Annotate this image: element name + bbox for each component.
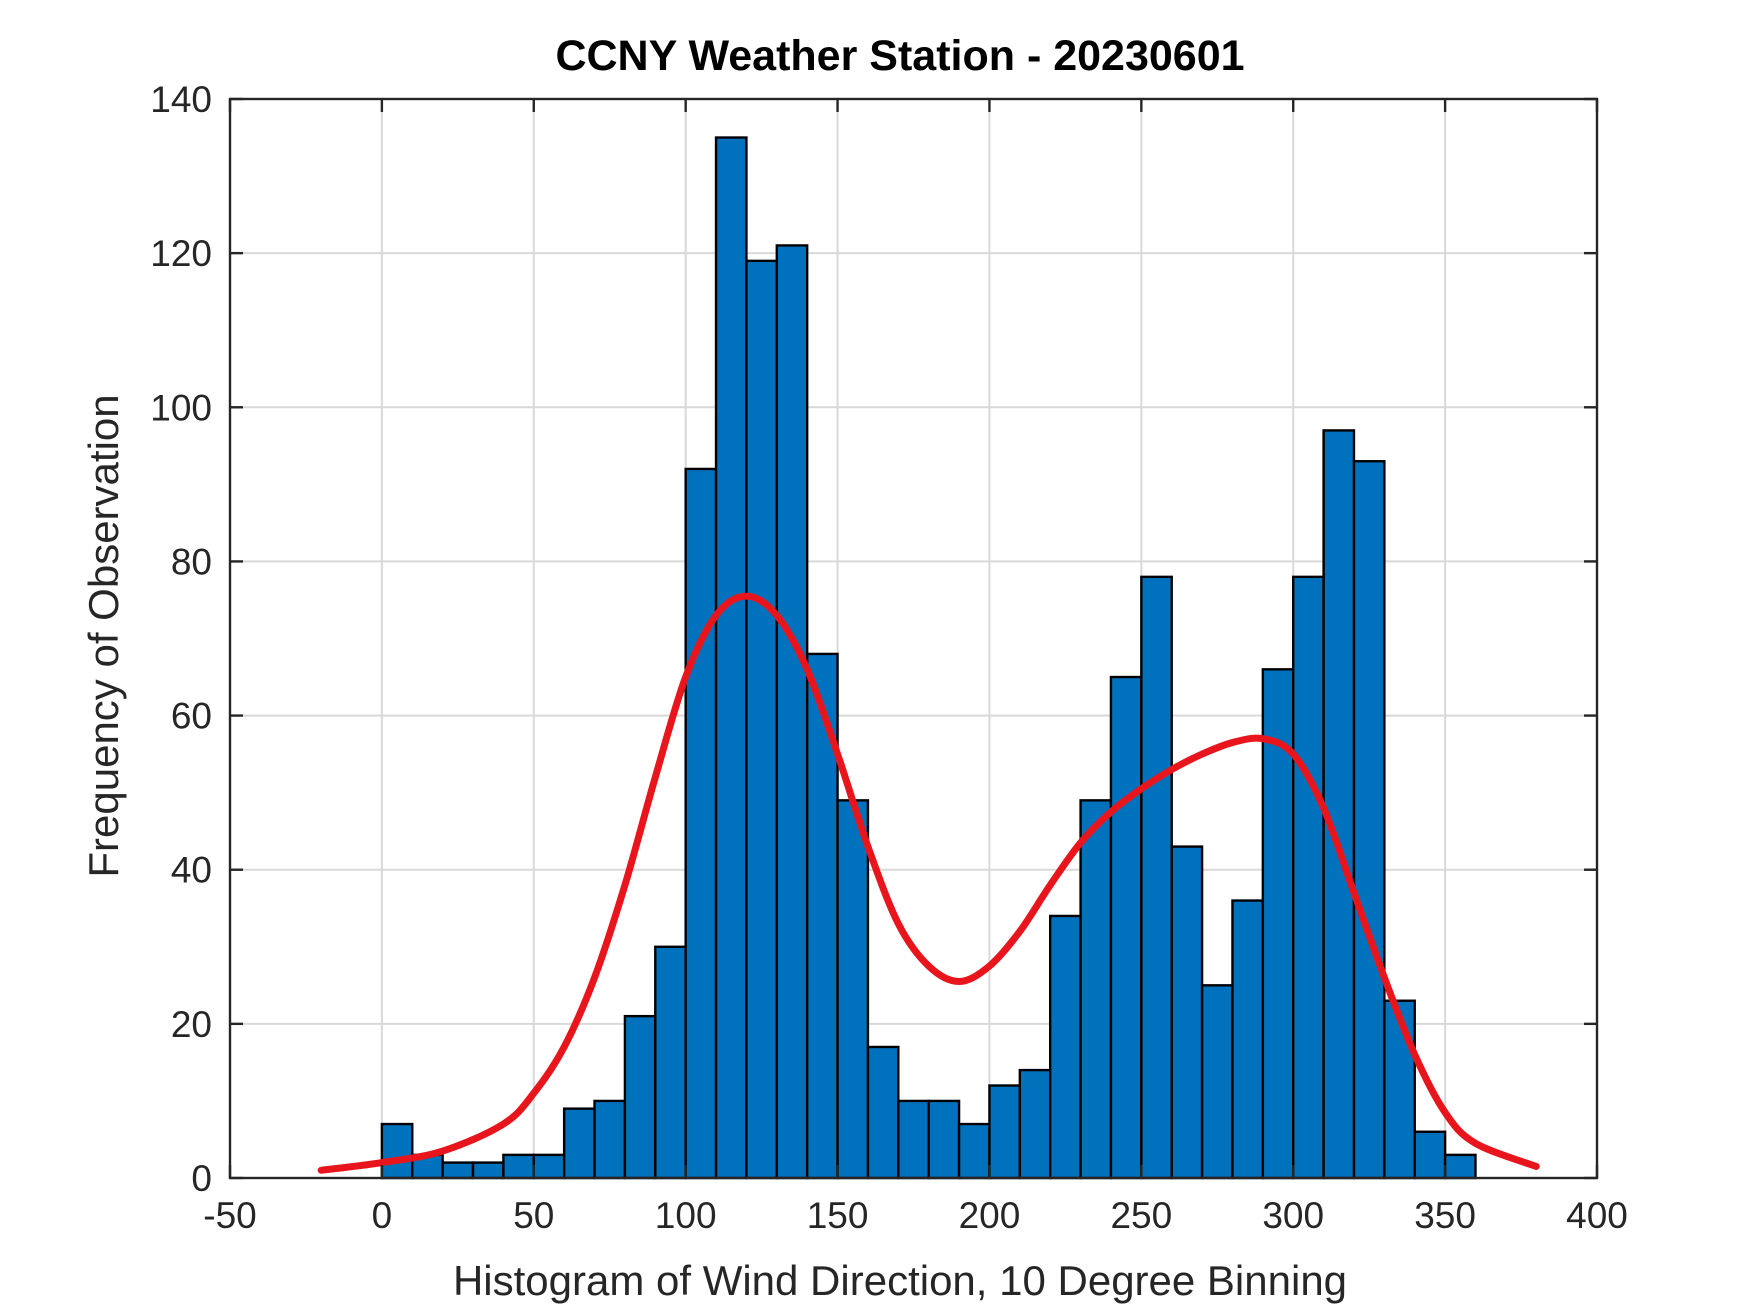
histogram-bar <box>957 1122 991 1180</box>
histogram-bar <box>897 1099 930 1180</box>
fit-curve-group <box>317 592 1540 1174</box>
histogram-bar <box>1231 899 1265 1180</box>
y-tick-label: 80 <box>171 541 212 582</box>
histogram-bar <box>1048 914 1082 1180</box>
histogram-bar <box>684 467 718 1180</box>
histogram-bar <box>714 136 748 1180</box>
histogram-bar <box>927 1099 961 1180</box>
histogram-bar <box>836 799 870 1180</box>
histogram-bar <box>1200 984 1234 1180</box>
y-tick-label: 60 <box>171 696 212 737</box>
histogram-bar <box>1109 675 1143 1180</box>
x-tick-label: -50 <box>203 1195 256 1236</box>
histogram-bar <box>1140 575 1173 1180</box>
fit-curve <box>317 592 1540 1174</box>
histogram-bar <box>623 1014 657 1180</box>
y-tick-label: 40 <box>171 850 212 891</box>
histogram-bar <box>745 259 779 1180</box>
histogram-bar <box>654 945 687 1180</box>
histogram-bar <box>866 1045 900 1180</box>
x-tick-label: 150 <box>807 1195 869 1236</box>
x-tick-label: 400 <box>1566 1195 1628 1236</box>
x-tick-label: 300 <box>1262 1195 1324 1236</box>
histogram-bar <box>1292 575 1325 1180</box>
y-axis-label: Frequency of Observation <box>80 394 127 877</box>
axes-box <box>228 97 1599 1180</box>
x-tick-label: 200 <box>959 1195 1021 1236</box>
y-tick-label: 20 <box>171 1004 212 1045</box>
histogram-bar <box>471 1161 505 1180</box>
histogram-bar <box>441 1161 475 1180</box>
y-tick-label: 120 <box>150 233 212 274</box>
histogram-bar <box>502 1153 535 1180</box>
x-tick-label: 0 <box>372 1195 393 1236</box>
histogram-bar <box>1018 1068 1052 1180</box>
x-tick-label: 350 <box>1414 1195 1476 1236</box>
x-tick-label: 250 <box>1110 1195 1172 1236</box>
histogram-bar <box>1443 1153 1477 1180</box>
histogram-bar <box>1352 460 1386 1180</box>
histogram-bar <box>1170 845 1204 1180</box>
y-tick-label: 0 <box>191 1158 212 1199</box>
histogram-bar <box>1383 999 1416 1180</box>
histogram-bar <box>532 1153 566 1180</box>
histogram-bar <box>562 1107 596 1180</box>
axes: -50 0 50 100 150 200 250 300 350 4000204060801001… <box>150 79 1628 1236</box>
histogram-bar <box>1079 799 1113 1180</box>
y-tick-label: 100 <box>150 387 212 428</box>
histogram-bar <box>1413 1130 1447 1180</box>
chart-title: CCNY Weather Station - 20230601 <box>555 32 1244 80</box>
y-tick-label: 140 <box>150 79 212 120</box>
histogram-bar <box>380 1122 414 1180</box>
x-tick-label: 100 <box>655 1195 717 1236</box>
histogram-bar <box>988 1084 1022 1180</box>
x-tick-label: 50 <box>513 1195 554 1236</box>
x-axis-label: Histogram of Wind Direction, 10 Degree B… <box>453 1257 1347 1304</box>
histogram-bar <box>593 1099 627 1180</box>
histogram-bar <box>1322 429 1356 1180</box>
histogram-bar <box>775 244 809 1180</box>
